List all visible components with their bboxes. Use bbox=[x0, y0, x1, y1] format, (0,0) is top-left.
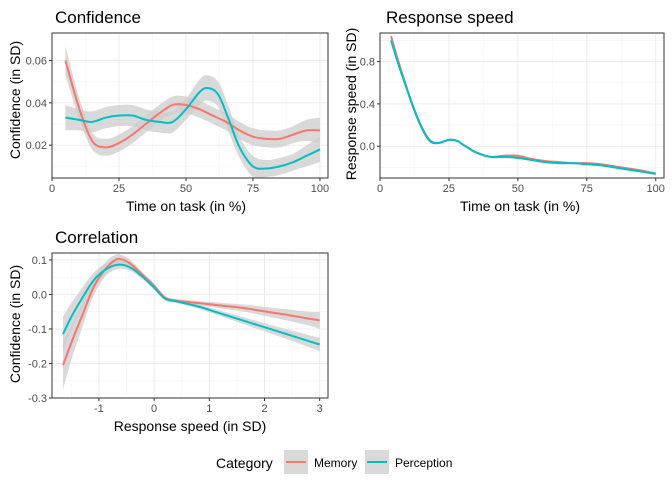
confidence-x-axis-title: Time on task (in %) bbox=[126, 198, 246, 214]
response-speed-panel: 0 25 50 75 100 0.0 0.4 0.8 Response speed Time … bbox=[343, 8, 665, 214]
confidence-panel-title: Confidence bbox=[55, 8, 141, 27]
confidence-x-tick-label: 75 bbox=[247, 183, 259, 195]
correlation-x-tick-label: 2 bbox=[261, 403, 267, 415]
response-speed-x-tick-label: 100 bbox=[647, 183, 665, 195]
correlation-panel-title: Correlation bbox=[55, 228, 138, 247]
confidence-x-tick-label: 25 bbox=[113, 183, 125, 195]
correlation-x-tick-label: 1 bbox=[206, 403, 212, 415]
correlation-perception-line bbox=[62, 263, 321, 346]
response-speed-y-tick-label: 0.4 bbox=[360, 99, 375, 111]
correlation-y-tick-label: -0.3 bbox=[28, 393, 47, 405]
legend-title: Category bbox=[216, 455, 273, 471]
response-speed-memory-ci-ribbon bbox=[391, 34, 656, 176]
confidence-y-tick-label: 0.02 bbox=[26, 140, 47, 152]
correlation-x-tick-label: 0 bbox=[151, 403, 157, 415]
legend-label-perception: Perception bbox=[395, 456, 452, 470]
confidence-y-tick-label: 0.04 bbox=[26, 98, 47, 110]
confidence-x-tick-label: 50 bbox=[180, 183, 192, 195]
correlation-x-axis-title: Response speed (in SD) bbox=[114, 418, 267, 434]
confidence-plot-area: 0 25 50 75 100 0.02 0.04 0.06 bbox=[26, 32, 329, 195]
correlation-perception-ci-ribbon bbox=[63, 260, 320, 352]
legend-item-memory: Memory bbox=[284, 450, 357, 474]
correlation-panel: -1 0 1 2 3 -0.3 -0.2 -0.1 0.0 0.1 Correlation Res… bbox=[7, 228, 329, 434]
response-speed-y-tick-label: 0.0 bbox=[360, 141, 375, 153]
response-speed-perception-ci-ribbon bbox=[391, 38, 656, 176]
response-speed-y-axis-title: Response speed (in SD) bbox=[343, 28, 359, 181]
legend: Category Memory Perception bbox=[216, 450, 452, 474]
response-speed-plot-area: 0 25 50 75 100 0.0 0.4 0.8 bbox=[360, 32, 665, 195]
correlation-y-tick-label: -0.2 bbox=[28, 358, 47, 370]
confidence-perception-ci-ribbon bbox=[65, 75, 320, 179]
confidence-x-tick-label: 0 bbox=[49, 183, 55, 195]
confidence-y-tick-label: 0.06 bbox=[26, 56, 47, 68]
response-speed-x-tick-label: 0 bbox=[377, 183, 383, 195]
confidence-memory-line bbox=[64, 60, 320, 149]
legend-label-memory: Memory bbox=[314, 456, 357, 470]
correlation-panel-border bbox=[51, 252, 329, 399]
confidence-panel: 0 25 50 75 100 0.02 0.04 0.06 Confidence Time o… bbox=[7, 8, 329, 214]
correlation-x-tick-label: -1 bbox=[94, 403, 104, 415]
response-speed-y-tick-label: 0.8 bbox=[360, 57, 375, 69]
response-speed-memory-line bbox=[390, 35, 656, 175]
correlation-x-tick-label: 3 bbox=[317, 403, 323, 415]
correlation-y-tick-label: 0.0 bbox=[32, 289, 47, 301]
confidence-perception-line bbox=[65, 86, 321, 170]
confidence-x-tick-label: 100 bbox=[311, 183, 329, 195]
confidence-panel-border bbox=[51, 32, 329, 179]
response-speed-perception-line bbox=[390, 40, 656, 175]
response-speed-panel-border bbox=[379, 32, 665, 179]
legend-item-perception: Perception bbox=[365, 450, 452, 474]
correlation-memory-line bbox=[62, 257, 320, 366]
correlation-y-axis-title: Confidence (in SD) bbox=[7, 265, 23, 383]
correlation-plot-area: -1 0 1 2 3 -0.3 -0.2 -0.1 0.0 0.1 bbox=[28, 252, 329, 415]
response-speed-x-axis-title: Time on task (in %) bbox=[460, 198, 580, 214]
response-speed-x-tick-label: 50 bbox=[512, 183, 524, 195]
correlation-y-tick-label: 0.1 bbox=[32, 255, 47, 267]
response-speed-x-tick-label: 75 bbox=[581, 183, 593, 195]
response-speed-x-tick-label: 25 bbox=[443, 183, 455, 195]
confidence-y-axis-title: Confidence (in SD) bbox=[7, 41, 23, 159]
correlation-y-tick-label: -0.1 bbox=[28, 324, 47, 336]
response-speed-panel-title: Response speed bbox=[386, 8, 514, 27]
